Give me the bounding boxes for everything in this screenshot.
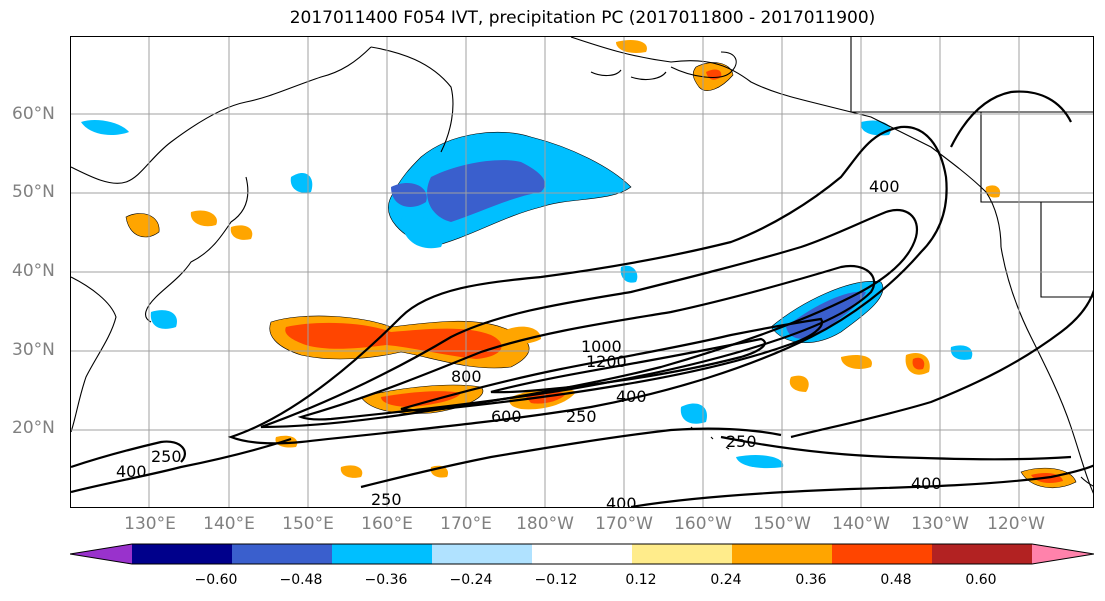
colorbar-segment xyxy=(732,544,833,564)
lon-label: 180°W xyxy=(516,514,574,534)
colorbar-tick-label: 0.60 xyxy=(965,572,997,588)
lat-label: 60°N xyxy=(12,104,55,124)
contour-label: 400 xyxy=(616,387,647,406)
lat-label: 50°N xyxy=(12,182,55,202)
contour-label: 250 xyxy=(726,432,757,451)
colorbar-tick-label: 0.36 xyxy=(795,572,827,588)
lon-label: 170°E xyxy=(440,514,492,534)
map-canvas: 250 400 250 400 600 800 1000 1200 250 40… xyxy=(71,37,1093,508)
colorbar-segment xyxy=(132,544,233,564)
colorbar-tick-label: 0.12 xyxy=(625,572,657,588)
precip-negative-region xyxy=(81,120,973,469)
lon-label: 140°W xyxy=(832,514,890,534)
contour-label: 250 xyxy=(151,447,182,466)
contour-label: 400 xyxy=(606,494,637,508)
lat-label: 30°N xyxy=(12,340,55,360)
lon-label: 120°W xyxy=(987,514,1045,534)
colorbar-segments xyxy=(70,543,1094,565)
contour-label: 600 xyxy=(491,407,522,426)
colorbar-tick-label: −0.60 xyxy=(194,572,238,588)
contour-label: 800 xyxy=(451,367,482,386)
contour-label: 400 xyxy=(911,474,942,493)
lon-label: 160°E xyxy=(361,514,413,534)
contour-label: 1000 xyxy=(581,337,622,356)
colorbar-segment xyxy=(632,544,733,564)
colorbar-segment xyxy=(932,544,1033,564)
coastlines xyxy=(71,37,1093,494)
lon-label: 160°W xyxy=(674,514,732,534)
contour-label: 400 xyxy=(869,177,900,196)
colorbar-segment xyxy=(232,544,333,564)
colorbar-tick-label: −0.36 xyxy=(364,572,408,588)
lon-label: 150°E xyxy=(282,514,334,534)
colorbar-tick-label: 0.48 xyxy=(880,572,912,588)
lon-label: 130°W xyxy=(911,514,969,534)
lon-label: 170°W xyxy=(595,514,653,534)
colorbar xyxy=(70,543,1094,565)
contour-label: 250 xyxy=(371,490,402,508)
contour-label: 1200 xyxy=(586,352,627,371)
colorbar-segment xyxy=(432,544,533,564)
colorbar-tick-label: −0.48 xyxy=(279,572,323,588)
colorbar-segment xyxy=(532,544,633,564)
lat-label: 40°N xyxy=(12,261,55,281)
lat-label: 20°N xyxy=(12,418,55,438)
ivt-contours xyxy=(71,90,1093,507)
map-panel: 250 400 250 400 600 800 1000 1200 250 40… xyxy=(70,36,1094,508)
contour-label: 400 xyxy=(116,462,147,481)
lon-label: 150°W xyxy=(753,514,811,534)
contour-labels: 250 400 250 400 600 800 1000 1200 250 40… xyxy=(116,177,942,508)
map-title: 2017011400 F054 IVT, precipitation PC (2… xyxy=(289,8,876,28)
colorbar-segment xyxy=(332,544,433,564)
gridlines xyxy=(71,37,1093,507)
contour-label: 250 xyxy=(566,407,597,426)
colorbar-tick-label: −0.24 xyxy=(449,572,493,588)
colorbar-outline xyxy=(70,543,1094,565)
colorbar-tick-label: 0.24 xyxy=(710,572,742,588)
colorbar-extend-low xyxy=(70,544,132,564)
colorbar-segment xyxy=(832,544,933,564)
colorbar-extend-high xyxy=(1032,544,1094,564)
colorbar-tick-label: −0.12 xyxy=(534,572,578,588)
precip-positive-region xyxy=(125,40,1077,488)
lon-label: 130°E xyxy=(124,514,176,534)
lon-label: 140°E xyxy=(203,514,255,534)
